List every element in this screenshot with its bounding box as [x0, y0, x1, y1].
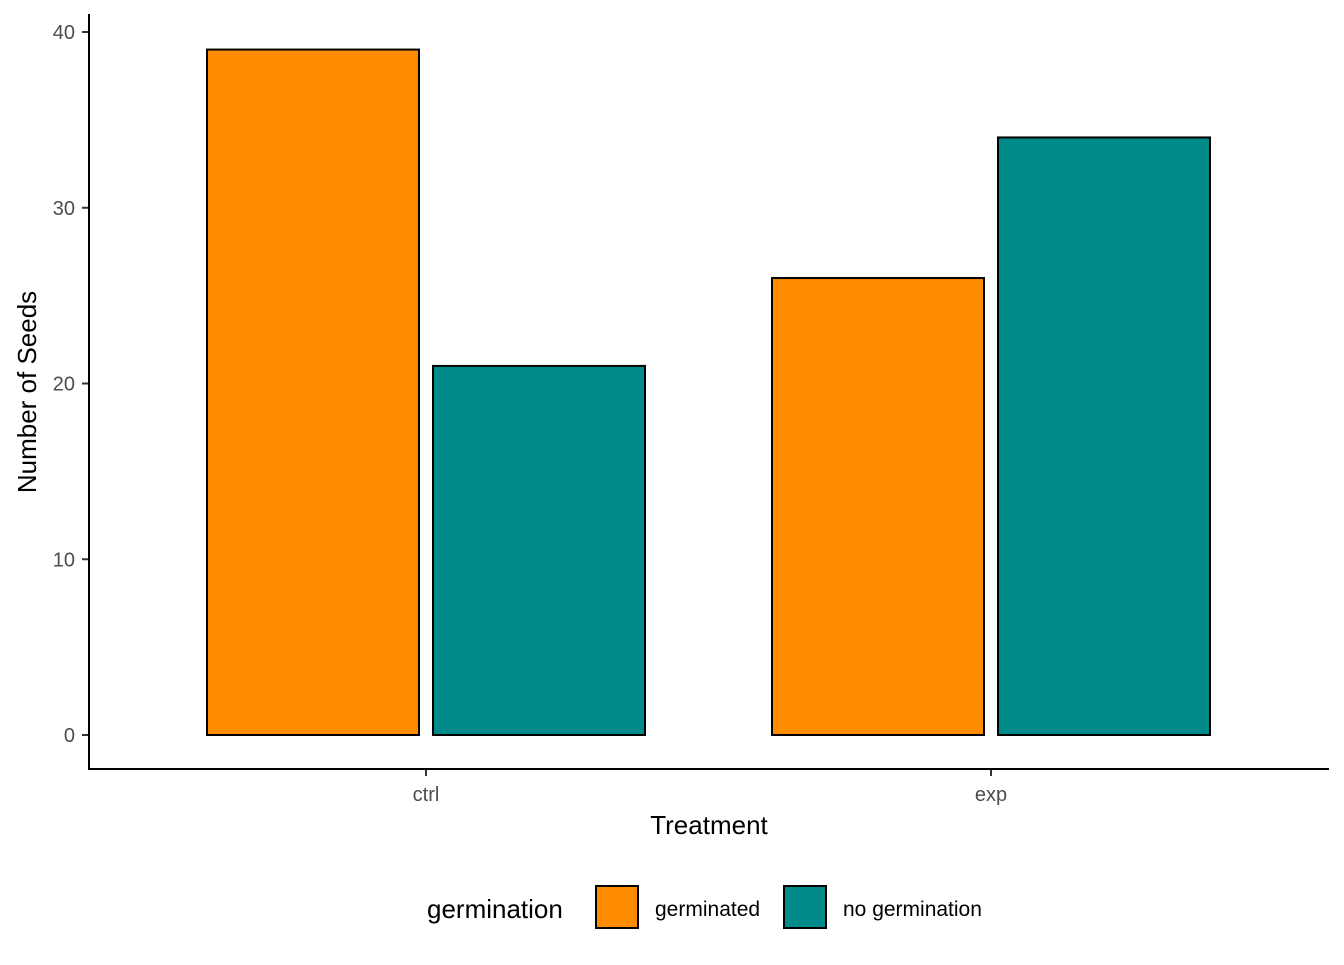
y-tick-label: 10 [53, 549, 75, 571]
bar-ctrl-germinated [206, 48, 420, 736]
y-tick-label: 40 [53, 22, 75, 44]
bar-exp-germinated [771, 277, 985, 736]
x-tick-label: ctrl [413, 784, 440, 806]
y-tick-label: 20 [53, 374, 75, 396]
y-axis-ticks: 0 10 20 30 40 [53, 22, 89, 747]
legend-key-germinated [595, 885, 639, 929]
bar-ctrl-no-germination [432, 364, 646, 736]
x-axis-title: Treatment [650, 810, 768, 840]
legend-key-no-germination [783, 885, 827, 929]
legend: germination germinated no germination [427, 885, 982, 929]
bar-exp-no-germination [997, 136, 1211, 736]
legend-label-germinated: germinated [655, 898, 760, 921]
y-axis-title: Number of Seeds [12, 291, 42, 493]
bars-layer [206, 48, 1211, 736]
legend-items: germinated no germination [595, 885, 982, 929]
legend-label-no-germination: no germination [843, 898, 982, 921]
legend-title: germination [427, 894, 563, 924]
x-axis-ticks: ctrl exp [413, 769, 1007, 806]
y-tick-label: 0 [64, 725, 75, 747]
x-tick-label: exp [975, 784, 1007, 806]
y-tick-label: 30 [53, 198, 75, 220]
